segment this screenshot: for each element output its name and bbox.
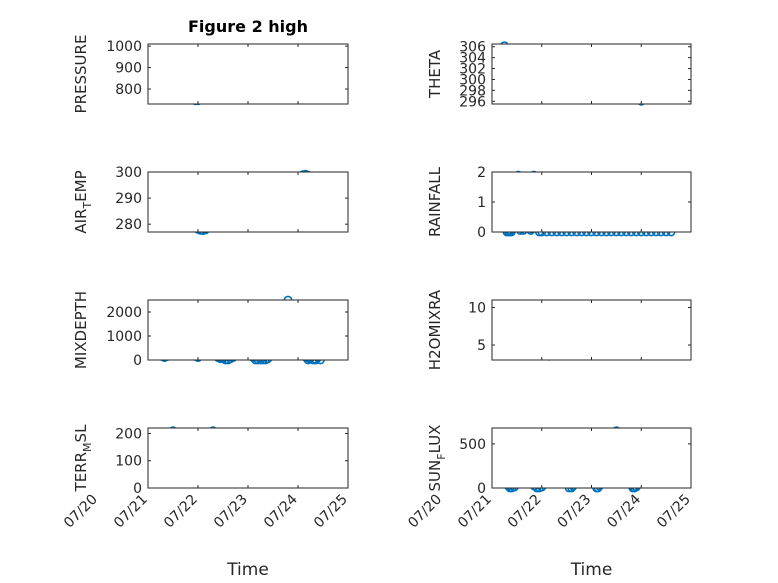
y-axis-label-rest: LUX bbox=[426, 425, 444, 454]
y-tick-label: 300 bbox=[459, 72, 486, 88]
y-tick-label: 2 bbox=[477, 165, 486, 181]
y-tick-label: 900 bbox=[115, 61, 142, 77]
y-tick-label: 200 bbox=[115, 426, 142, 442]
y-tick-label: 306 bbox=[459, 40, 486, 56]
y-axis-label-rest: SL bbox=[72, 424, 90, 443]
y-tick-label: 304 bbox=[459, 51, 486, 67]
y-axis-label: THETA bbox=[426, 49, 444, 99]
y-tick-label: 10 bbox=[468, 301, 486, 317]
axes-frame bbox=[491, 299, 692, 361]
y-tick-label: 298 bbox=[459, 83, 486, 99]
y-tick-label: 800 bbox=[115, 82, 142, 98]
y-tick-label: 500 bbox=[459, 437, 486, 453]
y-axis-label: SUNFLUX bbox=[426, 425, 448, 492]
chart-title: Figure 2 high bbox=[188, 17, 308, 36]
y-axis-label-subscript: T bbox=[81, 202, 94, 210]
y-tick-label: 2000 bbox=[106, 305, 142, 321]
y-tick-label: 296 bbox=[459, 94, 486, 110]
axes-frame bbox=[491, 427, 692, 489]
axes-frame bbox=[491, 171, 692, 233]
y-tick-label: 0 bbox=[477, 225, 486, 241]
y-tick-label: 1000 bbox=[106, 329, 142, 345]
axes-frame bbox=[147, 171, 349, 233]
axes-frame bbox=[491, 43, 692, 105]
y-axis-label: RAINFALL bbox=[426, 166, 444, 237]
subplot-mixdepth: 0 1000 2000 MIXDEPTH bbox=[72, 291, 349, 369]
y-tick-label: 5 bbox=[477, 338, 486, 354]
y-tick-label: 100 bbox=[115, 454, 142, 470]
y-tick-label: 302 bbox=[459, 62, 486, 78]
x-axis-label: Time bbox=[570, 560, 613, 580]
subplot-h2omixra: 5 10 H2OMIXRA bbox=[426, 289, 692, 370]
y-axis-label: TERRMSL bbox=[72, 424, 94, 493]
y-axis-label-base: TERR bbox=[72, 452, 90, 493]
x-axis-label: Time bbox=[226, 560, 269, 580]
axes-frame bbox=[147, 43, 349, 105]
y-tick-label: 0 bbox=[133, 353, 142, 369]
y-axis-label: PRESSURE bbox=[72, 35, 90, 114]
subplot-air-temp: 280 290 300 AIRTEMP bbox=[72, 165, 349, 236]
y-tick-label: 300 bbox=[115, 165, 142, 181]
y-axis-label: H2OMIXRA bbox=[426, 289, 444, 370]
y-axis-label: AIRTEMP bbox=[72, 170, 94, 233]
y-axis-label-subscript: M bbox=[81, 442, 94, 452]
y-tick-label: 0 bbox=[477, 481, 486, 497]
y-axis-label-rest: EMP bbox=[72, 170, 90, 201]
y-tick-label: 0 bbox=[133, 481, 142, 497]
axes-frame bbox=[147, 427, 349, 489]
y-tick-label: 290 bbox=[115, 191, 142, 207]
y-axis-label: MIXDEPTH bbox=[72, 291, 90, 369]
y-tick-label: 1000 bbox=[106, 39, 142, 55]
y-axis-label-base: SUN bbox=[426, 460, 444, 492]
y-tick-label: 1 bbox=[477, 195, 486, 211]
axes-frame bbox=[147, 299, 349, 361]
y-axis-label-base: AIR bbox=[72, 209, 90, 234]
subplot-rainfall: 0 1 2 RAINFALL bbox=[426, 165, 692, 241]
y-axis-label-subscript: F bbox=[435, 453, 448, 459]
y-tick-label: 280 bbox=[115, 217, 142, 233]
subplot-pressure: 800 900 1000 PRESSURE Figure 2 high bbox=[72, 17, 349, 114]
